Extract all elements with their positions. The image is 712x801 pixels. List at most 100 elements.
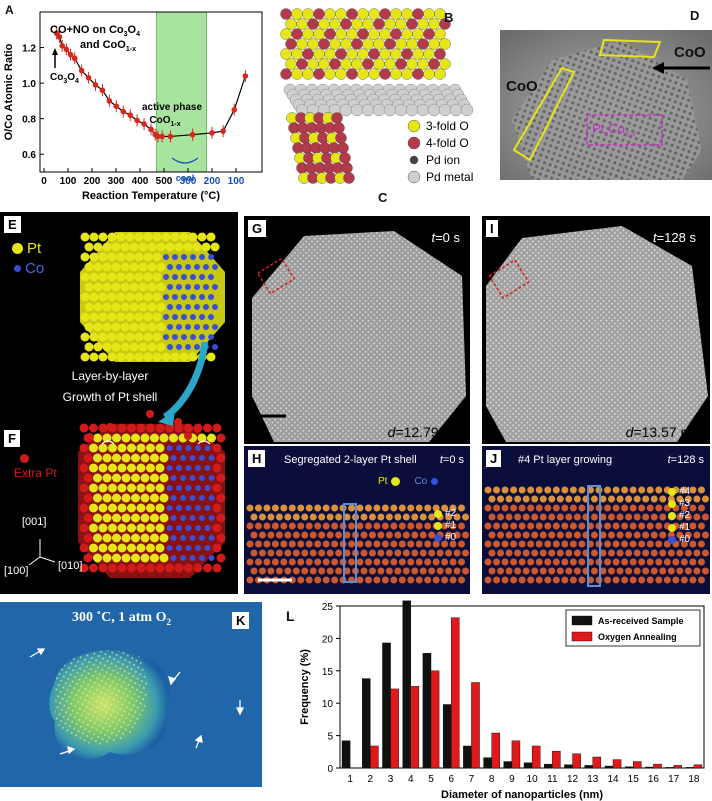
pd-metal-atom <box>449 103 463 117</box>
lattice-atom <box>676 513 684 521</box>
lattice-atom <box>292 531 300 539</box>
co-atom <box>172 294 178 300</box>
pt-atom <box>125 232 135 242</box>
lattice-atom <box>301 567 309 575</box>
extra-pt-atom <box>184 432 192 440</box>
oxide-atom <box>351 58 363 70</box>
bar-oxygen-annealing <box>491 732 500 769</box>
lattice-atom <box>368 531 376 539</box>
bar-as-received <box>523 762 533 769</box>
lattice-atom <box>497 567 505 575</box>
co-atom <box>167 324 173 330</box>
pt-atom <box>136 543 146 553</box>
pd-metal-atom <box>416 103 430 117</box>
lattice-atom <box>453 513 461 521</box>
lattice-atom <box>288 504 296 512</box>
pt-atom <box>93 493 102 503</box>
lattice-atom <box>527 540 535 548</box>
panel-letter-g: G <box>248 220 267 237</box>
oxide-atom <box>368 48 380 60</box>
pt-atom <box>188 232 198 242</box>
pt-atom <box>134 252 144 262</box>
lattice-atom <box>501 486 509 494</box>
lattice-atom <box>510 558 518 566</box>
lattice-atom <box>348 540 356 548</box>
oxide-atom <box>318 58 330 70</box>
co-atom <box>190 334 196 340</box>
legend-pt-label: Pt <box>27 240 42 257</box>
bar-oxygen-annealing <box>390 688 399 769</box>
co-atom <box>204 485 211 491</box>
oxide-atom <box>434 8 446 20</box>
co-atom <box>203 284 209 290</box>
lattice-atom <box>402 513 410 521</box>
co-atom <box>185 324 191 330</box>
pt-atom <box>116 292 126 302</box>
bar-as-received <box>341 740 351 769</box>
x-tick-label-l: 12 <box>567 774 579 785</box>
lattice-atom <box>280 558 288 566</box>
lattice-atom <box>578 486 586 494</box>
co-atom <box>189 515 196 521</box>
co-atom <box>180 535 186 541</box>
pt-atom <box>102 242 112 252</box>
oxide-atom <box>340 38 352 50</box>
extra-pt-atom <box>216 513 226 523</box>
bar-as-received <box>564 764 573 769</box>
bar-as-received <box>402 600 411 769</box>
lattice-atom <box>297 504 305 512</box>
lattice-atom <box>646 540 654 548</box>
lattice-atom <box>569 486 577 494</box>
pt-atom <box>134 312 144 322</box>
extra-pt-atom <box>83 493 93 503</box>
co-atom <box>190 314 196 320</box>
oxide-atom <box>324 48 336 60</box>
extra-pt-atom <box>79 543 89 553</box>
bar-oxygen-annealing <box>410 686 420 769</box>
lattice-atom <box>436 549 444 557</box>
lattice-atom <box>655 576 663 584</box>
bar-as-received <box>422 653 432 769</box>
co-atom <box>176 505 182 511</box>
pt-atom <box>155 443 165 453</box>
pt-atom <box>131 553 140 563</box>
x-tick-label-l: 8 <box>489 774 495 785</box>
lattice-atom <box>275 567 283 575</box>
layer-dot-icon <box>668 488 676 496</box>
co-atom <box>189 455 196 461</box>
x-tick-label-a: 0 <box>41 176 47 187</box>
lattice-atom <box>676 549 684 557</box>
pt-atom <box>111 322 121 332</box>
lattice-atom <box>510 522 518 530</box>
lattice-atom <box>578 576 586 584</box>
lattice-atom <box>309 549 317 557</box>
annotation-title-a-2: and CoO1-x <box>80 39 136 53</box>
lattice-atom <box>441 558 449 566</box>
extra-pt-atom <box>117 563 127 573</box>
pt-atom <box>129 302 139 312</box>
lattice-atom <box>659 531 667 539</box>
pt-atom <box>93 473 102 483</box>
panel-k-etem: 300 ˚C, 1 atm O2 K <box>0 602 262 787</box>
lattice-atom <box>531 495 539 503</box>
lattice-atom <box>518 504 526 512</box>
pt-text: Pt <box>592 121 605 136</box>
lattice-atom <box>621 558 629 566</box>
lattice-atom <box>565 549 573 557</box>
pt-atom <box>98 312 108 322</box>
growth-line-1: Layer-by-layer <box>71 369 149 383</box>
pt-atom <box>89 523 98 533</box>
pt-atom <box>129 262 139 272</box>
pt-atom <box>140 453 150 463</box>
lattice-atom <box>305 576 313 584</box>
lattice-atom <box>301 549 309 557</box>
lattice-atom <box>561 522 569 530</box>
panel-letter-i: I <box>486 220 498 237</box>
lattice-atom <box>616 531 624 539</box>
oxide-atom <box>340 58 352 70</box>
co-atom <box>190 294 196 300</box>
co-atom <box>199 455 205 461</box>
co-atom <box>189 475 196 481</box>
pt-atom <box>152 292 162 302</box>
lattice-atom <box>604 540 612 548</box>
